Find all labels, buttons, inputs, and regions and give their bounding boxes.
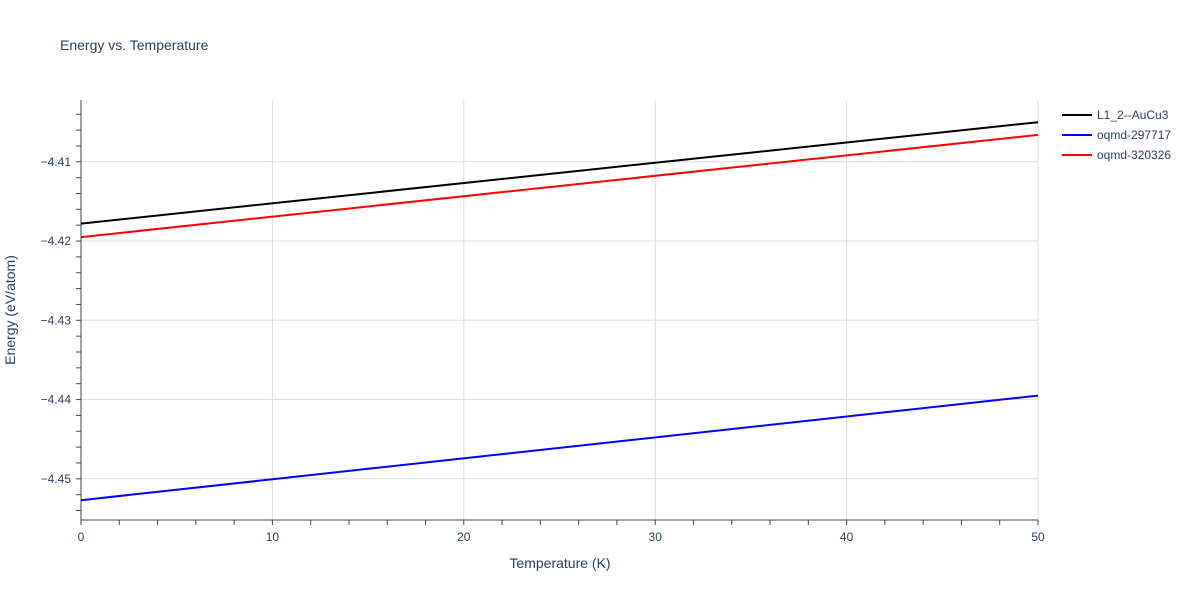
y-tick-label: −4.45	[41, 472, 72, 486]
legend-label: oqmd-320326	[1097, 148, 1171, 162]
series-line-oqmd-297717[interactable]	[80, 394, 1039, 502]
x-tick-label: 10	[266, 530, 280, 544]
legend-item[interactable]: oqmd-320326	[1062, 148, 1171, 162]
legend-item[interactable]: L1_2--AuCu3	[1062, 108, 1169, 122]
x-tick-label: 40	[840, 530, 854, 544]
y-tick-label: −4.44	[41, 393, 72, 407]
y-tick-label: −4.42	[41, 234, 72, 248]
x-tick-label: 50	[1031, 530, 1045, 544]
legend[interactable]: L1_2--AuCu3 oqmd-297717 oqmd-320326	[1062, 108, 1171, 162]
legend-item[interactable]: oqmd-297717	[1062, 128, 1171, 142]
series-line-l1-2-aucu3[interactable]	[80, 121, 1039, 225]
x-axis-title: Temperature (K)	[509, 555, 610, 571]
y-gridlines	[81, 161, 1038, 480]
series-line-oqmd-320326[interactable]	[80, 133, 1039, 239]
x-tick-label: 0	[78, 530, 85, 544]
chart-title: Energy vs. Temperature	[60, 37, 209, 53]
x-axis-ticks: 0 10 20 30 40 50	[78, 520, 1045, 544]
x-tick-label: 30	[649, 530, 663, 544]
x-tick-label: 20	[457, 530, 471, 544]
legend-label: L1_2--AuCu3	[1097, 108, 1169, 122]
series-lines	[80, 121, 1039, 502]
legend-label: oqmd-297717	[1097, 128, 1171, 142]
y-axis-ticks: −4.45 −4.44 −4.43 −4.42 −4.41	[41, 113, 81, 511]
y-tick-label: −4.43	[41, 313, 72, 327]
y-tick-label: −4.41	[41, 155, 72, 169]
y-axis-title: Energy (eV/atom)	[2, 255, 18, 365]
x-gridlines	[271, 100, 1039, 520]
